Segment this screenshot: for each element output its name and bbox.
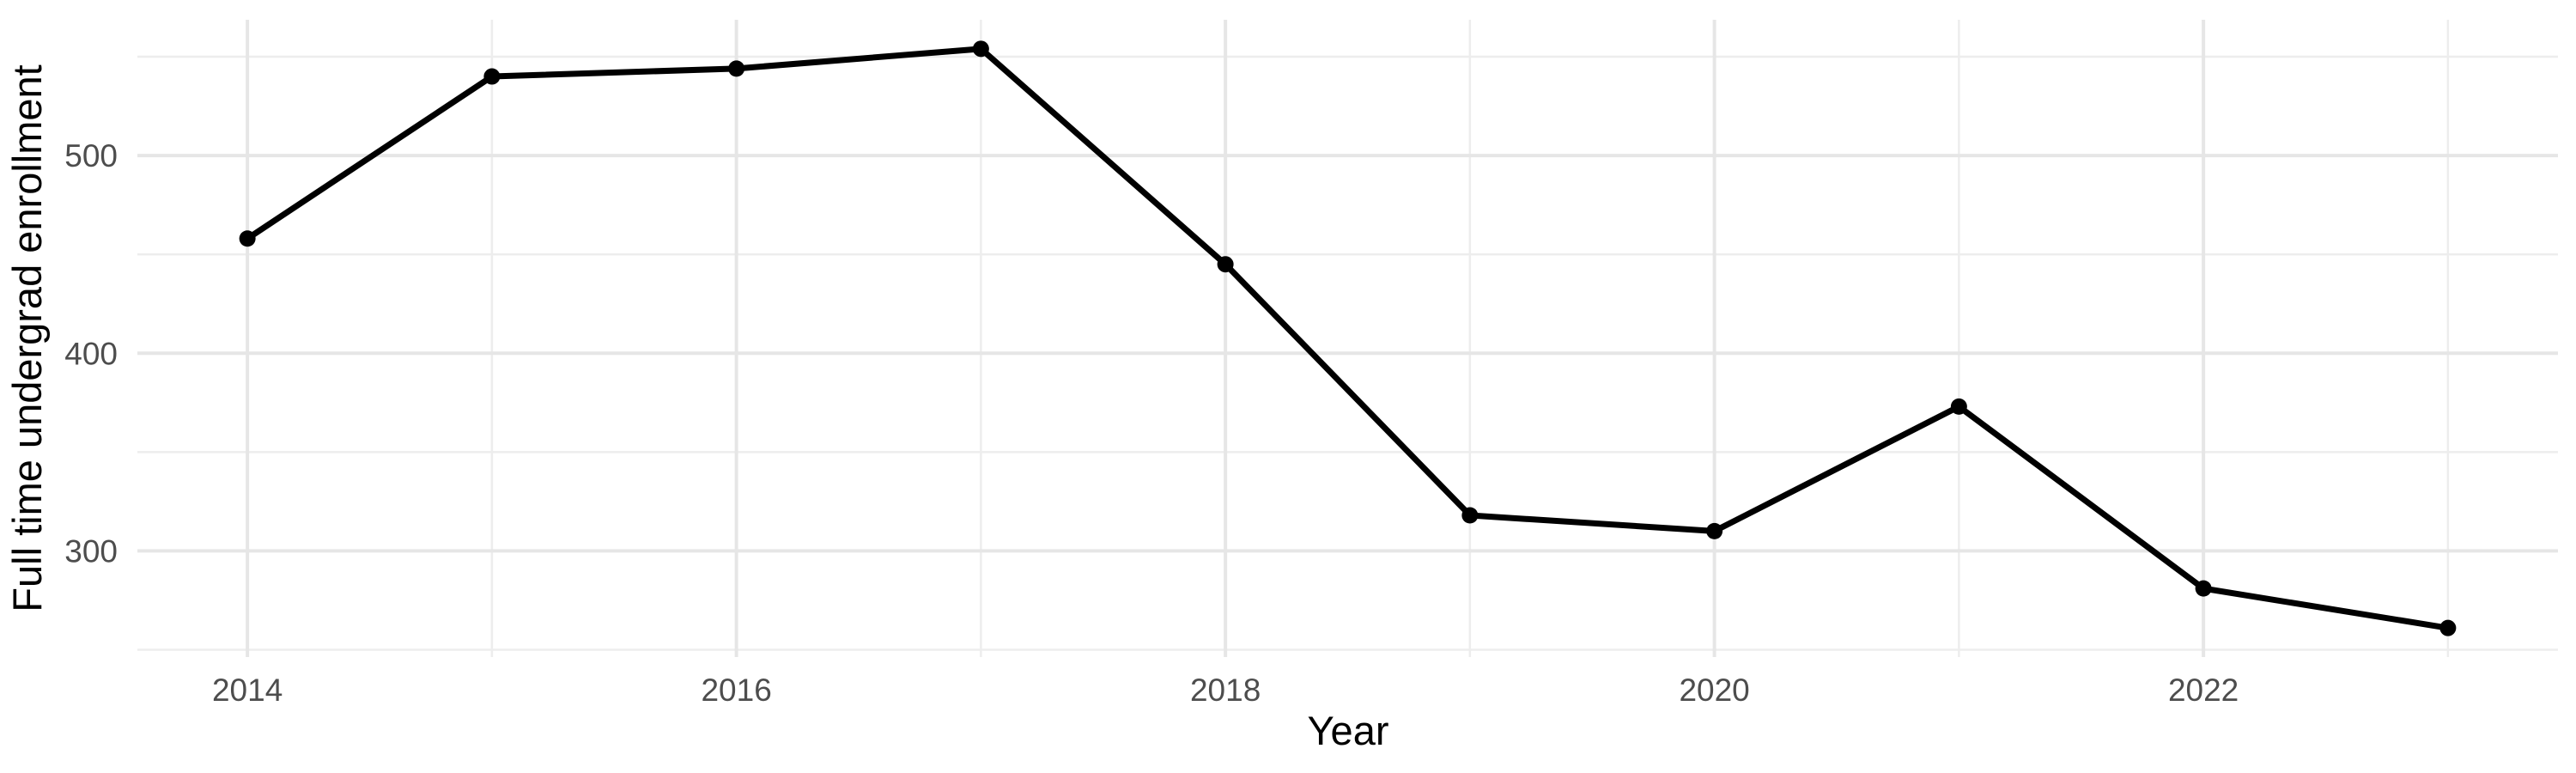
x-tick-label-2014: 2014: [212, 673, 283, 708]
data-point-2020: [1706, 522, 1723, 539]
data-point-2022: [2195, 580, 2212, 597]
y-axis-tick-labels: 300 400 500: [64, 138, 118, 569]
data-point-2023: [2439, 619, 2457, 636]
y-tick-label-300: 300: [64, 533, 118, 569]
data-series: [239, 40, 2457, 636]
data-point-2014: [239, 230, 256, 247]
minor-gridlines: [137, 20, 2558, 657]
data-point-2021: [1950, 398, 1967, 415]
y-tick-label-500: 500: [64, 138, 118, 173]
major-gridlines: [137, 20, 2558, 657]
x-tick-label-2020: 2020: [1679, 673, 1749, 708]
enrollment-trend-line: [246, 46, 2449, 631]
y-axis-title: Full time undergrad enrollment: [4, 64, 50, 612]
x-tick-label-2018: 2018: [1190, 673, 1261, 708]
data-point-2017: [972, 40, 989, 58]
x-tick-label-2016: 2016: [701, 673, 771, 708]
data-point-2018: [1217, 256, 1234, 273]
x-axis-tick-labels: 2014 2016 2018 2020 2022: [212, 673, 2239, 708]
data-point-2019: [1461, 507, 1479, 524]
x-tick-label-2022: 2022: [2168, 673, 2239, 708]
data-point-2015: [483, 68, 501, 85]
y-tick-label-400: 400: [64, 336, 118, 371]
x-axis-title: Year: [1308, 708, 1389, 753]
data-point-2016: [728, 60, 745, 77]
